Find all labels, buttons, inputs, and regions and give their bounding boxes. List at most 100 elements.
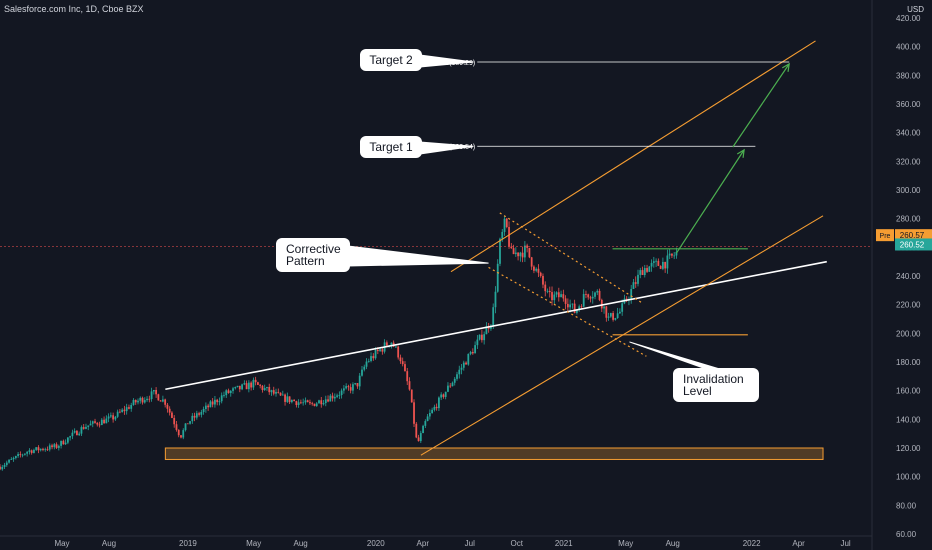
- candle: [618, 311, 621, 314]
- candle: [39, 448, 42, 451]
- candle: [225, 390, 228, 396]
- candle: [399, 357, 402, 362]
- candle: [263, 388, 266, 390]
- x-tick-label: 2020: [367, 539, 385, 548]
- candle: [447, 385, 449, 392]
- candle: [33, 449, 35, 453]
- candle: [257, 382, 259, 385]
- candle: [542, 275, 544, 285]
- x-tick-label: 2021: [555, 539, 573, 548]
- candle: [295, 401, 298, 406]
- y-tick-label: 100.00: [896, 473, 921, 482]
- candle: [19, 454, 22, 455]
- candle: [82, 427, 85, 429]
- candle: [189, 421, 191, 424]
- projection-arrow: [732, 63, 790, 148]
- candle: [200, 411, 203, 415]
- candle: [159, 400, 162, 402]
- candle: [576, 309, 578, 313]
- candle: [94, 421, 96, 423]
- candle: [277, 391, 280, 393]
- candle: [139, 397, 142, 401]
- target-1-callout: [360, 136, 422, 158]
- candle: [476, 339, 479, 346]
- target-1-text: Target 1: [369, 140, 413, 154]
- candle: [406, 371, 409, 382]
- candle: [580, 306, 583, 308]
- candle: [505, 218, 508, 228]
- candle: [238, 385, 241, 390]
- candle: [272, 390, 275, 394]
- candle: [673, 255, 676, 257]
- candle: [268, 386, 271, 393]
- y-tick-label: 180.00: [896, 358, 921, 367]
- candle: [471, 351, 474, 354]
- candle: [37, 447, 40, 451]
- candle: [410, 389, 413, 403]
- candle: [100, 419, 103, 426]
- target-1-pointer: [419, 141, 474, 155]
- candle: [514, 252, 517, 255]
- candle: [612, 313, 615, 320]
- candle: [23, 453, 26, 455]
- y-tick-label: 120.00: [896, 444, 921, 453]
- candle: [322, 403, 325, 405]
- candle: [485, 326, 488, 335]
- candle: [21, 454, 24, 456]
- candle: [589, 297, 592, 299]
- candle: [365, 361, 368, 367]
- candle: [254, 379, 257, 383]
- corrective-pattern-text: Corrective: [286, 242, 341, 256]
- candle: [555, 292, 558, 295]
- candle: [171, 412, 173, 418]
- x-tick-label: May: [246, 539, 261, 548]
- candle: [288, 396, 291, 403]
- candle: [594, 292, 596, 297]
- candle: [150, 391, 153, 400]
- candle: [544, 284, 547, 292]
- candle: [297, 402, 300, 406]
- candle: [358, 375, 361, 387]
- candle: [512, 248, 515, 255]
- candle: [168, 408, 171, 413]
- candle: [247, 382, 250, 390]
- candle: [462, 362, 465, 368]
- candle: [637, 274, 639, 284]
- candle: [128, 407, 130, 409]
- candle: [35, 447, 38, 450]
- candle: [103, 419, 105, 424]
- target-2-text: Target 2: [369, 53, 413, 67]
- candle: [134, 400, 137, 403]
- y-tick-label: 320.00: [896, 157, 921, 166]
- candle: [48, 445, 51, 450]
- candle: [562, 294, 565, 299]
- candle: [646, 268, 648, 272]
- candle: [566, 303, 569, 308]
- y-tick-label: 60.00: [896, 530, 917, 539]
- candle: [261, 385, 264, 390]
- target-2-pointer: [419, 54, 474, 68]
- candle: [340, 390, 343, 395]
- y-tick-label: 400.00: [896, 43, 921, 52]
- candle: [116, 411, 119, 417]
- candle: [657, 260, 660, 266]
- x-tick-label: May: [54, 539, 69, 548]
- candle: [528, 247, 531, 258]
- candle: [42, 448, 44, 450]
- candle: [98, 424, 101, 426]
- candle: [347, 386, 350, 388]
- channel-line: [450, 40, 816, 273]
- candle: [385, 342, 388, 346]
- candle: [320, 400, 323, 405]
- candle: [250, 382, 253, 388]
- candle: [166, 404, 169, 409]
- candle: [510, 246, 513, 249]
- y-tick-label: 220.00: [896, 301, 921, 310]
- candle: [630, 288, 633, 299]
- candle: [152, 390, 155, 392]
- invalidation-level-pointer: [629, 341, 724, 371]
- arrow-head-icon: [781, 62, 790, 72]
- candle: [164, 399, 167, 405]
- trendline: [165, 260, 827, 391]
